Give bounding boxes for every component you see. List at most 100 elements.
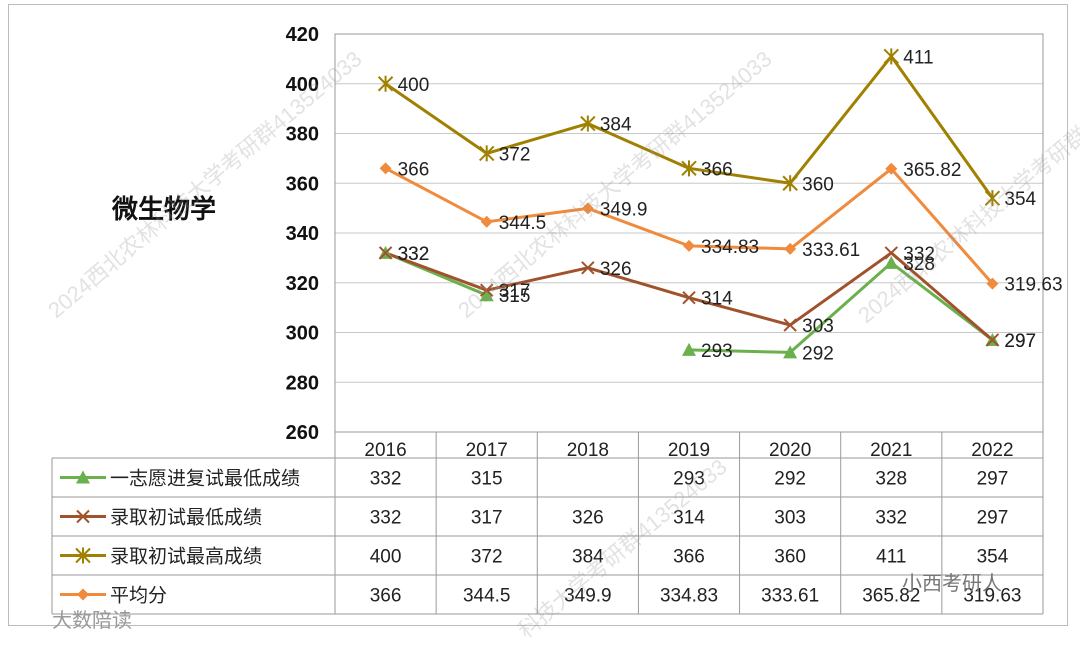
- table-cell: 411: [876, 547, 906, 568]
- point-marker: [581, 202, 594, 215]
- x-tick-label: 2019: [668, 440, 710, 461]
- table-cell: 334.83: [660, 586, 718, 607]
- data-label: 333.61: [802, 240, 860, 261]
- table-cell: 360: [774, 547, 806, 568]
- table-cell: 333.61: [761, 586, 819, 607]
- table-cell: 303: [774, 508, 806, 529]
- data-label: 317: [499, 281, 531, 302]
- data-label: 326: [600, 259, 632, 280]
- legend-label: 一志愿进复试最低成绩: [110, 468, 300, 490]
- point-marker: [75, 547, 91, 564]
- point-marker: [77, 588, 89, 601]
- series-line: [384, 54, 994, 200]
- y-tick-label: 260: [286, 422, 319, 444]
- table-cell: 319.63: [963, 586, 1021, 607]
- data-label: 384: [600, 115, 632, 136]
- point-marker: [378, 246, 393, 260]
- corner-brand-right: 小西考研人: [902, 573, 1002, 595]
- legend-label: 平均分: [110, 585, 167, 607]
- data-label: 319.63: [1004, 275, 1062, 296]
- point-marker: [682, 342, 696, 356]
- series-line: [384, 166, 994, 285]
- point-marker: [885, 162, 898, 175]
- data-label: 349.9: [600, 199, 648, 220]
- table-cell: 297: [977, 508, 1009, 529]
- y-tick-label: 400: [286, 74, 319, 96]
- table-cell: 326: [572, 508, 604, 529]
- table-cell: 366: [370, 586, 402, 607]
- data-label: 328: [903, 254, 935, 275]
- y-tick-label: 420: [286, 24, 319, 46]
- y-tick-label: 300: [286, 323, 319, 345]
- data-label: 332: [398, 244, 430, 265]
- chart-frame: [8, 4, 1068, 626]
- table-cell: 349.9: [564, 586, 612, 607]
- y-tick-label: 380: [286, 124, 319, 146]
- table-cell: 332: [370, 508, 402, 529]
- point-marker: [377, 75, 394, 92]
- data-label: 315: [499, 286, 531, 307]
- chart-title: 微生物学: [111, 194, 216, 224]
- y-tick-label: 340: [286, 223, 319, 245]
- point-marker: [683, 239, 695, 252]
- data-label: 365.82: [903, 160, 961, 181]
- data-label: 366: [398, 159, 430, 180]
- table-cell: 344.5: [463, 586, 511, 607]
- series-line: [688, 261, 994, 354]
- table-cell: 292: [774, 469, 806, 490]
- legend-label: 录取初试最低成绩: [110, 507, 262, 529]
- point-marker: [76, 509, 90, 524]
- table-cell: 365.82: [862, 586, 920, 607]
- data-label: 293: [701, 341, 733, 362]
- point-marker: [986, 277, 999, 290]
- plot-area: [334, 33, 1044, 433]
- data-label: 344.5: [499, 213, 547, 234]
- point-marker: [76, 470, 90, 484]
- corner-brand-left: 大数陪读: [52, 610, 132, 632]
- data-label: 400: [398, 75, 430, 96]
- data-label: 292: [802, 343, 834, 364]
- point-marker: [884, 255, 899, 269]
- point-marker: [682, 290, 696, 305]
- point-marker: [379, 162, 392, 175]
- x-tick-label: 2021: [870, 440, 912, 461]
- data-label: 334.83: [701, 237, 759, 258]
- x-tick-label: 2016: [364, 440, 406, 461]
- table-cell: 372: [471, 547, 503, 568]
- x-tick-label: 2018: [567, 440, 609, 461]
- point-marker: [580, 115, 596, 132]
- table-cell: 328: [875, 469, 907, 490]
- point-marker: [479, 288, 494, 302]
- point-marker: [782, 175, 798, 192]
- table-cell: 354: [977, 547, 1009, 568]
- point-marker: [480, 215, 493, 228]
- point-marker: [984, 190, 1001, 207]
- legend-label: 录取初试最高成绩: [110, 546, 262, 568]
- y-tick-label: 320: [286, 273, 319, 295]
- point-marker: [783, 345, 798, 359]
- x-tick-label: 2020: [769, 440, 811, 461]
- table-cell: 400: [370, 547, 402, 568]
- data-label: 360: [802, 174, 834, 195]
- data-label: 366: [701, 159, 733, 180]
- table-cell: 332: [370, 469, 402, 490]
- point-marker: [985, 333, 1000, 347]
- table-cell: 293: [673, 469, 705, 490]
- x-tick-label: 2017: [466, 440, 508, 461]
- point-marker: [479, 145, 495, 162]
- point-marker: [883, 48, 899, 65]
- data-label: 297: [1004, 331, 1036, 352]
- y-tick-label: 280: [286, 372, 319, 394]
- point-marker: [480, 283, 494, 297]
- table-cell: 317: [471, 508, 503, 529]
- table-cell: 384: [572, 547, 604, 568]
- point-marker: [681, 160, 697, 177]
- table-cell: 366: [673, 547, 705, 568]
- data-label: 411: [903, 47, 933, 68]
- point-marker: [783, 318, 797, 332]
- table-cell: 314: [673, 508, 705, 529]
- data-label: 332: [398, 244, 430, 265]
- data-label: 372: [499, 144, 531, 165]
- data-label: 303: [802, 316, 834, 337]
